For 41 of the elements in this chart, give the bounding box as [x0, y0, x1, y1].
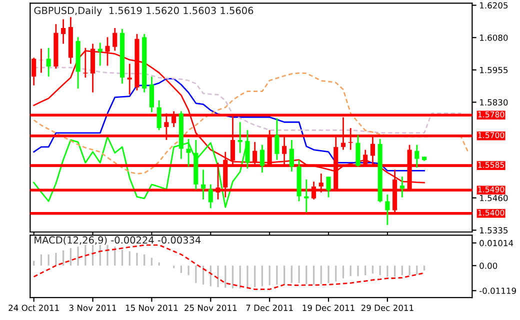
candlestick	[385, 194, 390, 226]
candlestick	[200, 169, 206, 200]
candlestick	[61, 18, 66, 44]
y-tick-label: 1.5955	[480, 66, 508, 74]
candlestick	[400, 176, 404, 198]
candlestick	[156, 100, 162, 131]
y-tick-label: 1.5460	[480, 194, 508, 202]
x-tick-label: 24 Oct 2011	[8, 304, 59, 311]
candlestick	[289, 139, 294, 172]
candlestick	[32, 57, 36, 86]
candlestick	[260, 144, 264, 174]
candlestick	[274, 118, 280, 161]
x-tick-label: 29 Dec 2011	[361, 304, 414, 311]
candlestick	[46, 47, 51, 78]
candlestick	[149, 76, 154, 113]
chart-title: GBPUSD,Daily 1.5619 1.5620 1.5603 1.5606	[34, 6, 254, 16]
x-tick-label: 7 Dec 2011	[246, 304, 293, 311]
x-tick-label: 15 Nov 2011	[126, 304, 178, 311]
candlestick	[414, 144, 420, 168]
candlestick	[208, 184, 213, 209]
x-tick-label: 19 Dec 2011	[302, 304, 354, 311]
y-tick-label: 1.5830	[480, 99, 508, 106]
line-series	[33, 78, 425, 172]
y-tick-label: 0.00	[480, 262, 498, 269]
y-tick-label: -0.01119	[480, 288, 516, 294]
x-tick-label: 3 Nov 2011	[69, 304, 116, 311]
candlestick	[304, 178, 309, 214]
candlestick	[326, 176, 331, 198]
candlestick	[127, 63, 132, 96]
candlestick	[112, 27, 118, 52]
candlestick	[238, 121, 242, 154]
y-tick-label: 0.01014	[480, 240, 514, 246]
y-tick-label: 1.6205	[480, 2, 508, 9]
x-tick-label: 25 Nov 2011	[184, 304, 237, 311]
y-tick-label: 1.5335	[480, 227, 508, 234]
candlestick	[98, 42, 102, 66]
y-tick-label: 1.6080	[480, 34, 508, 41]
line-series	[33, 244, 425, 290]
candlestick	[356, 134, 360, 168]
chart-title: MACD(12,26,9) -0.00224 -0.00334	[34, 236, 201, 245]
line-series	[33, 72, 470, 175]
